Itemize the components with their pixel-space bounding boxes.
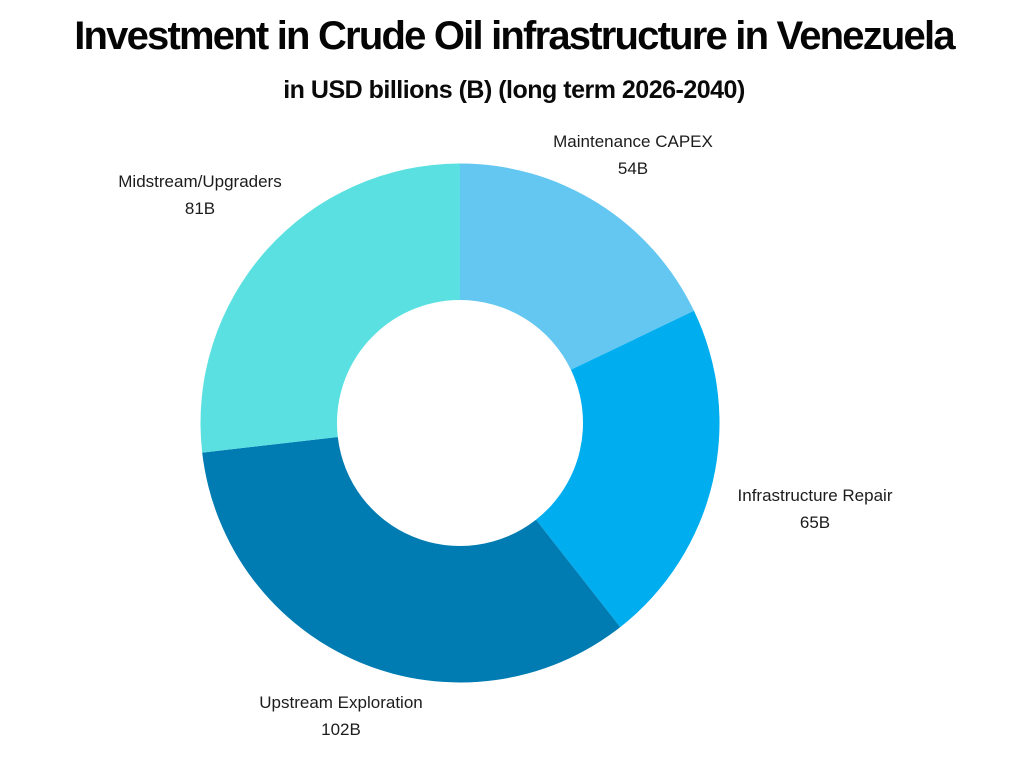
slice-value-text: 54B — [617, 159, 649, 178]
chart-title: Investment in Crude Oil infrastructure i… — [74, 14, 955, 58]
donut-slice-midstream-upgraders — [200, 163, 460, 453]
slice-label-maintenance-capex: Maintenance CAPEX 54B — [553, 128, 713, 182]
slice-label-midstream-upgraders: Midstream/Upgraders 81B — [118, 168, 281, 222]
slice-label-text: Upstream Exploration — [259, 693, 423, 712]
slice-value-text: 102B — [321, 720, 361, 739]
slice-label-text: Maintenance CAPEX — [553, 132, 713, 151]
slice-label-infrastructure-repair: Infrastructure Repair 65B — [738, 482, 893, 536]
slice-label-upstream-exploration: Upstream Exploration 102B — [259, 689, 422, 743]
slice-value-text: 81B — [184, 199, 216, 218]
slice-label-text: Infrastructure Repair — [737, 486, 893, 505]
donut-slice-maintenance-capex — [460, 163, 694, 370]
chart-subtitle: in USD billions (B) (long term 2026-2040… — [283, 76, 745, 104]
slice-label-text: Midstream/Upgraders — [118, 172, 282, 191]
slice-value-text: 65B — [799, 513, 831, 532]
donut-slice-upstream-exploration — [202, 437, 621, 683]
donut-slice-infrastructure-repair — [535, 310, 720, 628]
